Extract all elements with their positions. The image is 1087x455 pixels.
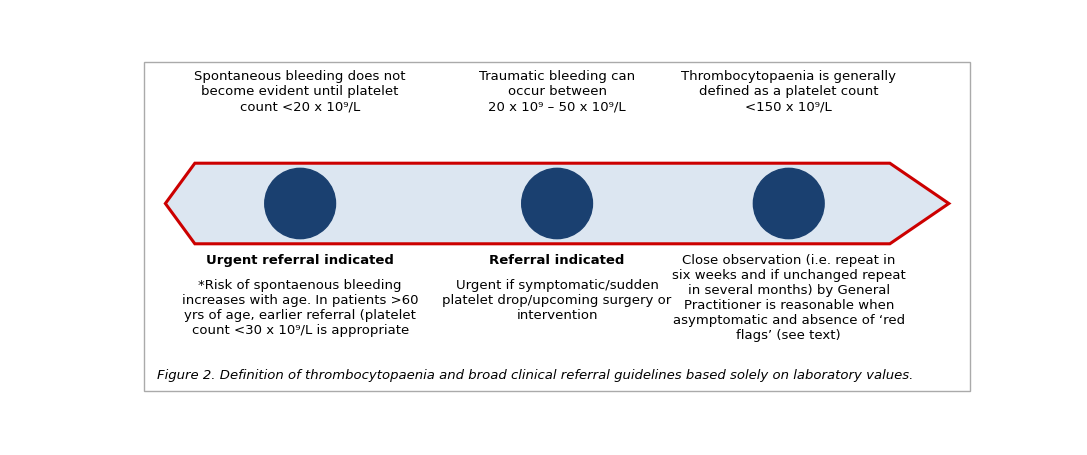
FancyBboxPatch shape xyxy=(145,61,970,391)
Text: Spontaneous bleeding does not
become evident until platelet
count <20 x 10⁹/L: Spontaneous bleeding does not become evi… xyxy=(195,71,405,113)
Text: Thrombocytopaenia is generally
defined as a platelet count
<150 x 10⁹/L: Thrombocytopaenia is generally defined a… xyxy=(682,71,897,113)
Text: Close observation (i.e. repeat in
six weeks and if unchanged repeat
in several m: Close observation (i.e. repeat in six we… xyxy=(672,254,905,342)
Text: Traumatic bleeding can
occur between
20 x 10⁹ – 50 x 10⁹/L: Traumatic bleeding can occur between 20 … xyxy=(479,71,635,113)
Text: *Risk of spontaenous bleeding
increases with age. In patients >60
yrs of age, ea: *Risk of spontaenous bleeding increases … xyxy=(182,279,418,337)
Polygon shape xyxy=(165,163,949,244)
Ellipse shape xyxy=(753,168,824,239)
Ellipse shape xyxy=(522,168,592,239)
Text: Urgent if symptomatic/sudden
platelet drop/upcoming surgery or
intervention: Urgent if symptomatic/sudden platelet dr… xyxy=(442,279,672,322)
Text: Urgent referral indicated: Urgent referral indicated xyxy=(207,254,395,267)
Text: Referral indicated: Referral indicated xyxy=(489,254,625,267)
Ellipse shape xyxy=(265,168,336,239)
Text: Figure 2. Definition of thrombocytopaenia and broad clinical referral guidelines: Figure 2. Definition of thrombocytopaeni… xyxy=(157,369,913,382)
